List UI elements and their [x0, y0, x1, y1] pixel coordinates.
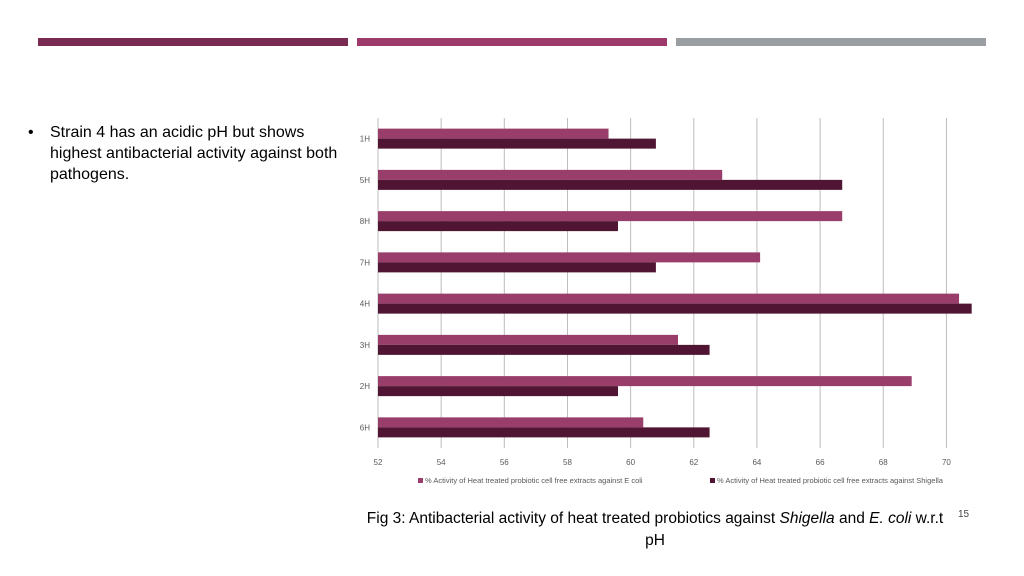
- x-tick-label: 60: [626, 458, 635, 467]
- slide-number: 15: [958, 509, 970, 520]
- bar: [378, 344, 710, 355]
- category-label: 2H: [360, 382, 370, 391]
- figure-caption: Fig 3: Antibacterial activity of heat tr…: [355, 508, 955, 552]
- x-tick-label: 58: [563, 458, 572, 467]
- caption-suffix: w.r.t pH: [645, 510, 944, 549]
- x-tick-label: 62: [689, 458, 698, 467]
- bullet-text: Strain 4 has an acidic pH but shows high…: [50, 124, 338, 183]
- bar: [378, 128, 609, 139]
- accent-bar-mid: [357, 38, 667, 46]
- x-tick-label: 52: [374, 458, 383, 467]
- x-tick-label: 68: [879, 458, 888, 467]
- x-tick-label: 54: [437, 458, 446, 467]
- accent-bar-gray: [676, 38, 986, 46]
- bar: [378, 303, 972, 314]
- bar: [378, 262, 656, 273]
- bar: [378, 334, 678, 345]
- bar-chart: 52 54 56 58 60 62 64 66 68 70 1H 5H 8H 7H 4H 3H 2H 6H % Ac…: [360, 118, 972, 485]
- bar: [378, 427, 710, 438]
- caption-italic-ecoli: E. coli: [869, 510, 912, 527]
- bar: [378, 252, 761, 263]
- category-label: 6H: [360, 423, 370, 432]
- x-tick-label: 64: [752, 458, 761, 467]
- x-tick-label: 56: [500, 458, 509, 467]
- caption-mid: and: [834, 510, 870, 527]
- bar: [378, 138, 656, 149]
- accent-bar-dark: [38, 38, 348, 46]
- bar: [378, 211, 843, 222]
- caption-italic-shigella: Shigella: [779, 510, 835, 527]
- legend-swatch: [710, 478, 715, 483]
- category-label: 4H: [360, 300, 370, 309]
- bar: [378, 293, 960, 304]
- bar: [378, 376, 912, 387]
- bar: [378, 386, 618, 397]
- legend-swatch: [418, 478, 423, 483]
- x-tick-label: 70: [942, 458, 951, 467]
- category-label: 8H: [360, 217, 370, 226]
- category-label: 3H: [360, 341, 370, 350]
- legend-label: % Activity of Heat treated probiotic cel…: [717, 476, 944, 485]
- legend-label: % Activity of Heat treated probiotic cel…: [425, 476, 643, 485]
- caption-prefix: Fig 3: Antibacterial activity of heat tr…: [366, 510, 780, 527]
- bar: [378, 169, 723, 180]
- bar: [378, 221, 618, 232]
- bullet-point: • Strain 4 has an acidic pH but shows hi…: [28, 122, 348, 185]
- category-label: 7H: [360, 258, 370, 267]
- bar: [378, 179, 843, 190]
- bullet-marker: •: [28, 124, 34, 141]
- bar: [378, 417, 644, 428]
- category-label: 1H: [360, 135, 370, 144]
- x-tick-label: 66: [816, 458, 825, 467]
- category-label: 5H: [360, 176, 370, 185]
